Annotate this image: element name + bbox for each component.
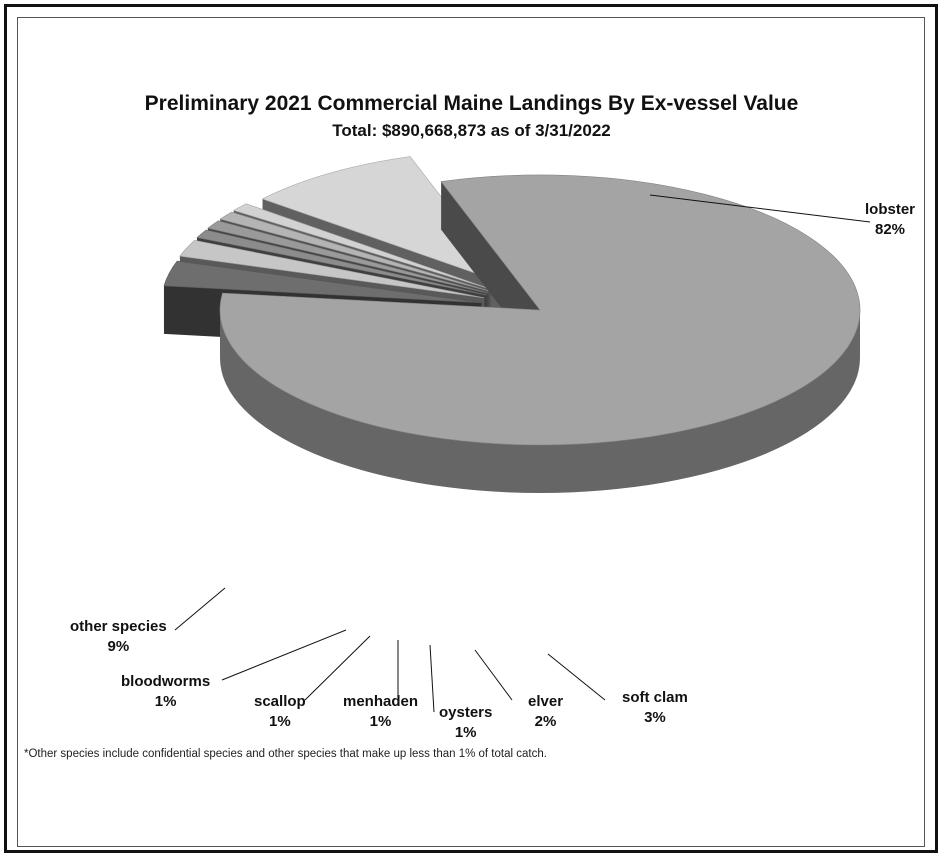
chart-title: Preliminary 2021 Commercial Maine Landin… <box>144 92 799 115</box>
leader-line-bloodworms <box>221 629 347 681</box>
slice-label-value: 1% <box>454 724 477 741</box>
slice-label-elver: elver 2% <box>528 692 563 732</box>
slice-label-name: soft clam <box>622 689 688 706</box>
pie-slice-top <box>196 229 487 296</box>
pie-slice-top <box>219 174 861 446</box>
slice-label-name: other species <box>70 618 167 635</box>
slice-label-name: scallop <box>254 693 306 710</box>
pie-slice-top <box>163 260 482 304</box>
slice-label-soft-clam: soft clam 3% <box>622 688 688 728</box>
slice-label-name: elver <box>528 693 564 710</box>
leader-line-oysters <box>429 644 435 713</box>
chart-subtitle: Total: $890,668,873 as of 3/31/2022 <box>332 121 611 140</box>
leader-line-other-species <box>174 587 226 631</box>
slice-label-scallop: scallop 1% <box>254 692 306 732</box>
slice-label-value: 1% <box>154 693 177 710</box>
pie-slice-top <box>207 220 489 294</box>
slice-label-name: oysters <box>439 704 493 721</box>
slice-label-value: 82% <box>874 221 906 238</box>
slice-label-lobster: lobster 82% <box>865 200 915 240</box>
pie-slice-top <box>261 156 510 286</box>
slice-label-value: 1% <box>269 713 291 730</box>
slice-label-oysters: oysters 1% <box>439 703 492 743</box>
slice-label-name: menhaden <box>343 693 419 710</box>
slice-label-value: 2% <box>534 713 557 730</box>
leader-line-soft-clam <box>547 653 606 701</box>
pie-slice-top <box>179 240 485 299</box>
slice-label-other-species: other species 9% <box>70 617 167 657</box>
slice-label-bloodworms: bloodworms 1% <box>121 672 210 712</box>
chart-inner-border <box>17 17 925 847</box>
pie-slice-lobster <box>219 174 861 493</box>
slice-label-value: 9% <box>107 638 130 655</box>
slice-label-value: 3% <box>644 709 666 726</box>
pie-slice-outer-wall <box>220 310 860 493</box>
leader-line-scallop <box>304 635 371 701</box>
leader-line-lobster <box>649 194 871 223</box>
slice-label-name: bloodworms <box>121 673 211 690</box>
leader-line-elver <box>474 649 513 701</box>
pie-slice-top <box>219 211 491 292</box>
slice-label-menhaden: menhaden 1% <box>343 692 418 732</box>
chart-footnote: *Other species include confidential spec… <box>24 748 547 760</box>
pie-slice-top <box>232 203 493 291</box>
slice-label-name: lobster <box>865 201 916 218</box>
slice-label-value: 1% <box>369 713 392 730</box>
